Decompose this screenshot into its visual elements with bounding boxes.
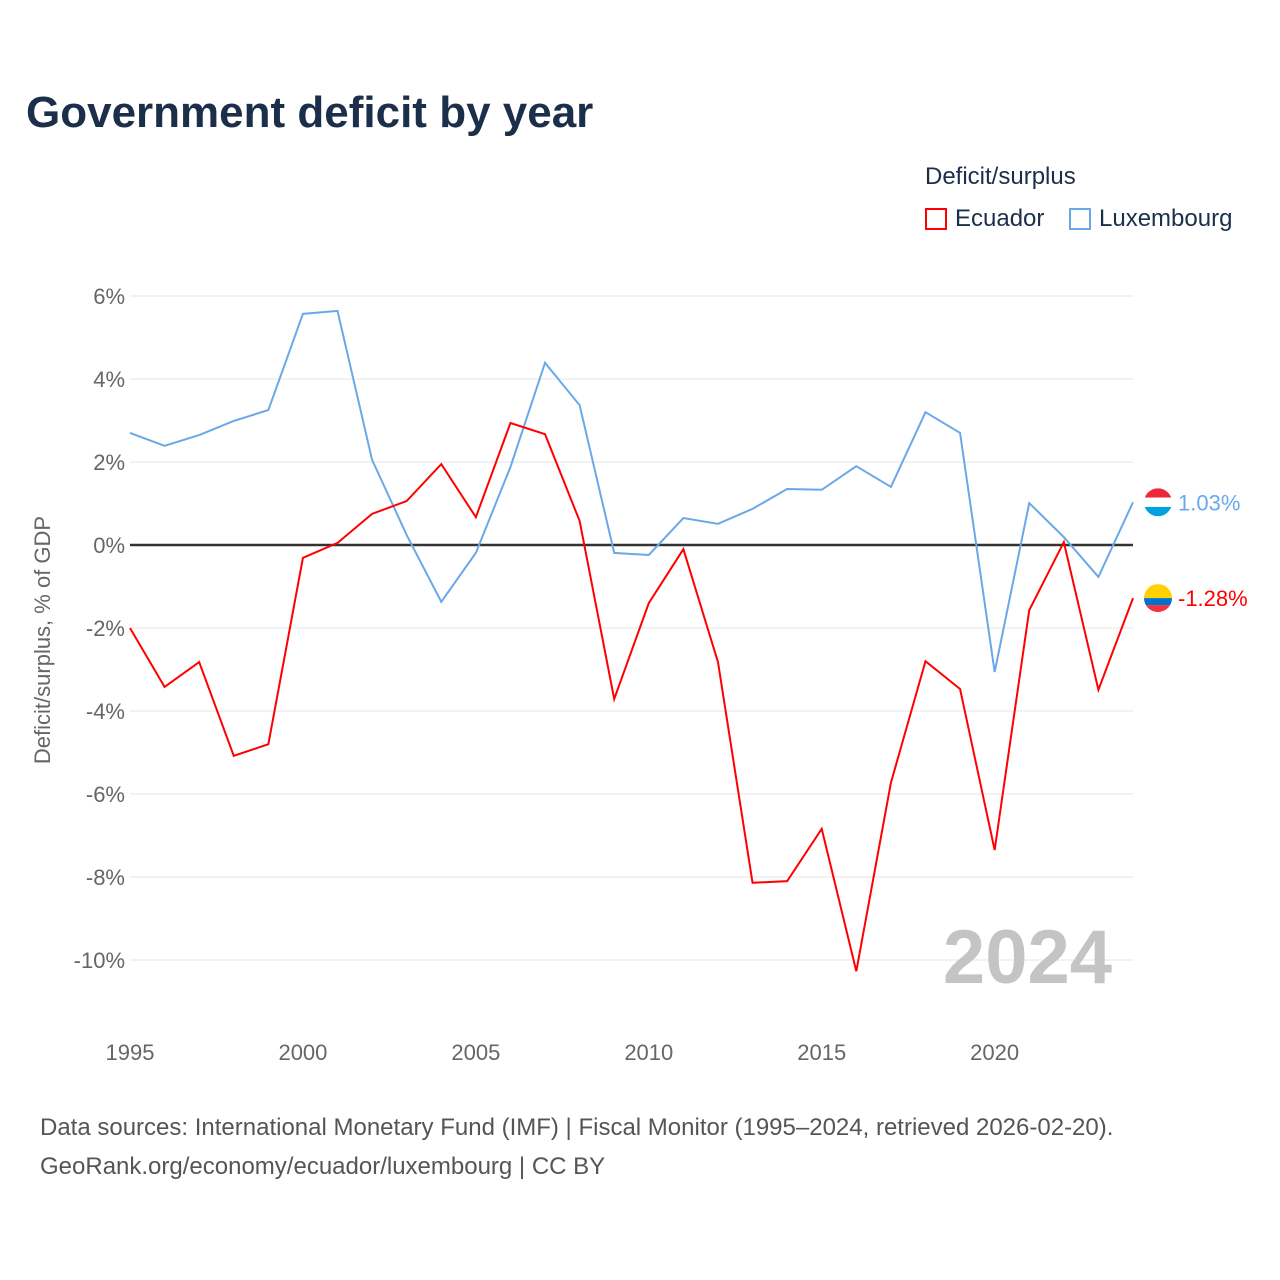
- series-line-ecuador: [129, 421, 1134, 972]
- x-tick-label: 1995: [106, 1040, 155, 1065]
- chart-title: Government deficit by year: [26, 88, 594, 137]
- x-tick-label: 2005: [451, 1040, 500, 1065]
- flag-icon-ecuador: [1144, 584, 1172, 613]
- x-tick-label: 2020: [970, 1040, 1019, 1065]
- y-tick-label: 6%: [93, 284, 125, 309]
- flag-band: [1144, 506, 1172, 517]
- y-tick-label: 0%: [93, 533, 125, 558]
- end-value-label: 1.03%: [1178, 490, 1240, 515]
- flag-band: [1144, 497, 1172, 507]
- y-tick-label: -8%: [86, 865, 125, 890]
- y-tick-label: 4%: [93, 367, 125, 392]
- series-line-luxembourg: [129, 309, 1134, 673]
- y-tick-label: -4%: [86, 699, 125, 724]
- flag-band: [1144, 488, 1172, 498]
- flag-band: [1144, 584, 1172, 599]
- y-tick-label: -6%: [86, 782, 125, 807]
- legend-item-luxembourg[interactable]: Luxembourg: [1069, 205, 1232, 233]
- y-tick-label: -2%: [86, 616, 125, 641]
- source-note: Data sources: International Monetary Fun…: [40, 1114, 1114, 1141]
- flag-icon-luxembourg: [1144, 488, 1172, 517]
- flag-band: [1144, 605, 1172, 613]
- y-tick-label: 2%: [93, 450, 125, 475]
- x-tick-label: 2015: [797, 1040, 846, 1065]
- x-tick-label: 2010: [624, 1040, 673, 1065]
- flag-band: [1144, 598, 1172, 606]
- y-tick-label: -10%: [74, 948, 125, 973]
- legend-swatch: [1069, 208, 1091, 230]
- legend-label: Ecuador: [955, 205, 1045, 232]
- year-watermark: 2024: [943, 915, 1112, 1000]
- y-axis-label: Deficit/surplus, % of GDP: [30, 516, 55, 764]
- x-tick-label: 2000: [278, 1040, 327, 1065]
- legend-label: Luxembourg: [1099, 205, 1233, 232]
- source-url: GeoRank.org/economy/ecuador/luxembourg |…: [40, 1153, 606, 1180]
- legend-swatch: [925, 208, 947, 230]
- footer: Data sources: International Monetary Fun…: [40, 1108, 1113, 1186]
- end-value-label: -1.28%: [1178, 586, 1248, 611]
- legend-title: Deficit/surplus: [925, 163, 1076, 190]
- legend-item-ecuador[interactable]: Ecuador: [925, 205, 1044, 233]
